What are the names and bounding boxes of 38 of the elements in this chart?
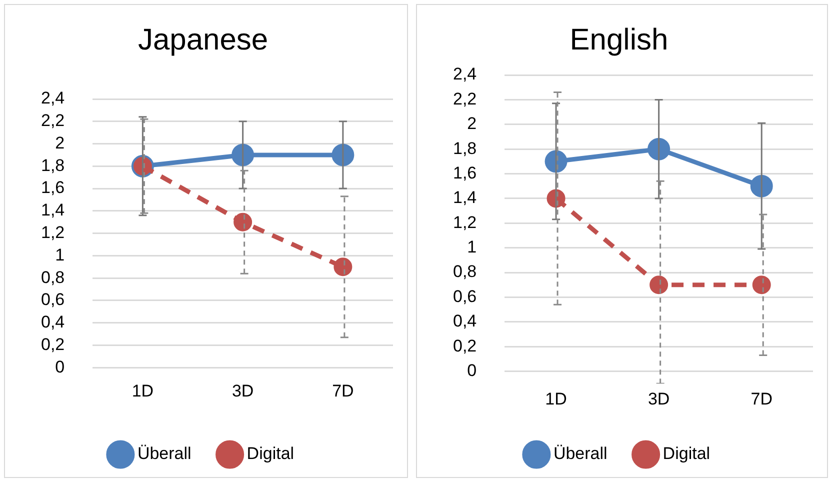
y-tick-label: 0,8	[452, 262, 477, 282]
y-tick-label: 1,2	[40, 222, 65, 242]
y-tick-label: 1,6	[40, 178, 65, 198]
y-tick-label: 2,2	[40, 111, 65, 130]
legend-label: Digital	[246, 444, 294, 464]
chart-title: English	[570, 23, 668, 56]
y-tick-label: 2	[55, 133, 65, 152]
y-tick-label: 1,8	[40, 156, 65, 175]
y-tick-label: 2,2	[452, 89, 477, 108]
y-tick-label: 0,4	[452, 312, 477, 331]
y-tick-label: 1	[55, 245, 65, 264]
x-tick-label: 7D	[332, 381, 354, 400]
legend-label: Digital	[662, 444, 710, 464]
y-tick-label: 0,2	[40, 334, 65, 354]
y-tick-label: 0,6	[40, 290, 65, 310]
y-tick-label: 1,2	[452, 212, 477, 232]
x-tick-label: 3D	[648, 389, 670, 408]
y-tick-label: 0,6	[452, 286, 477, 306]
y-tick-label: 0	[55, 357, 65, 376]
y-tick-label: 0,2	[452, 336, 477, 356]
y-tick-label: 1,8	[452, 138, 477, 158]
y-tick-label: 0	[467, 360, 477, 380]
y-tick-label: 0,8	[40, 268, 65, 287]
chart-title: Japanese	[138, 23, 268, 56]
y-tick-label: 2,4	[452, 64, 477, 84]
x-tick-label: 1D	[132, 381, 154, 400]
y-tick-label: 0,4	[40, 312, 65, 332]
y-tick-label: 1,4	[452, 188, 477, 208]
y-tick-label: 2	[467, 114, 477, 134]
legend-label: Überall	[137, 444, 192, 464]
x-tick-label: 3D	[232, 381, 254, 400]
y-tick-label: 1,4	[40, 200, 65, 220]
legend-label: Überall	[553, 444, 608, 464]
y-tick-label: 1	[467, 238, 477, 257]
y-tick-label: 1,6	[452, 163, 477, 182]
x-tick-label: 7D	[750, 389, 772, 408]
y-tick-label: 2,4	[40, 88, 65, 108]
x-tick-label: 1D	[545, 389, 567, 408]
